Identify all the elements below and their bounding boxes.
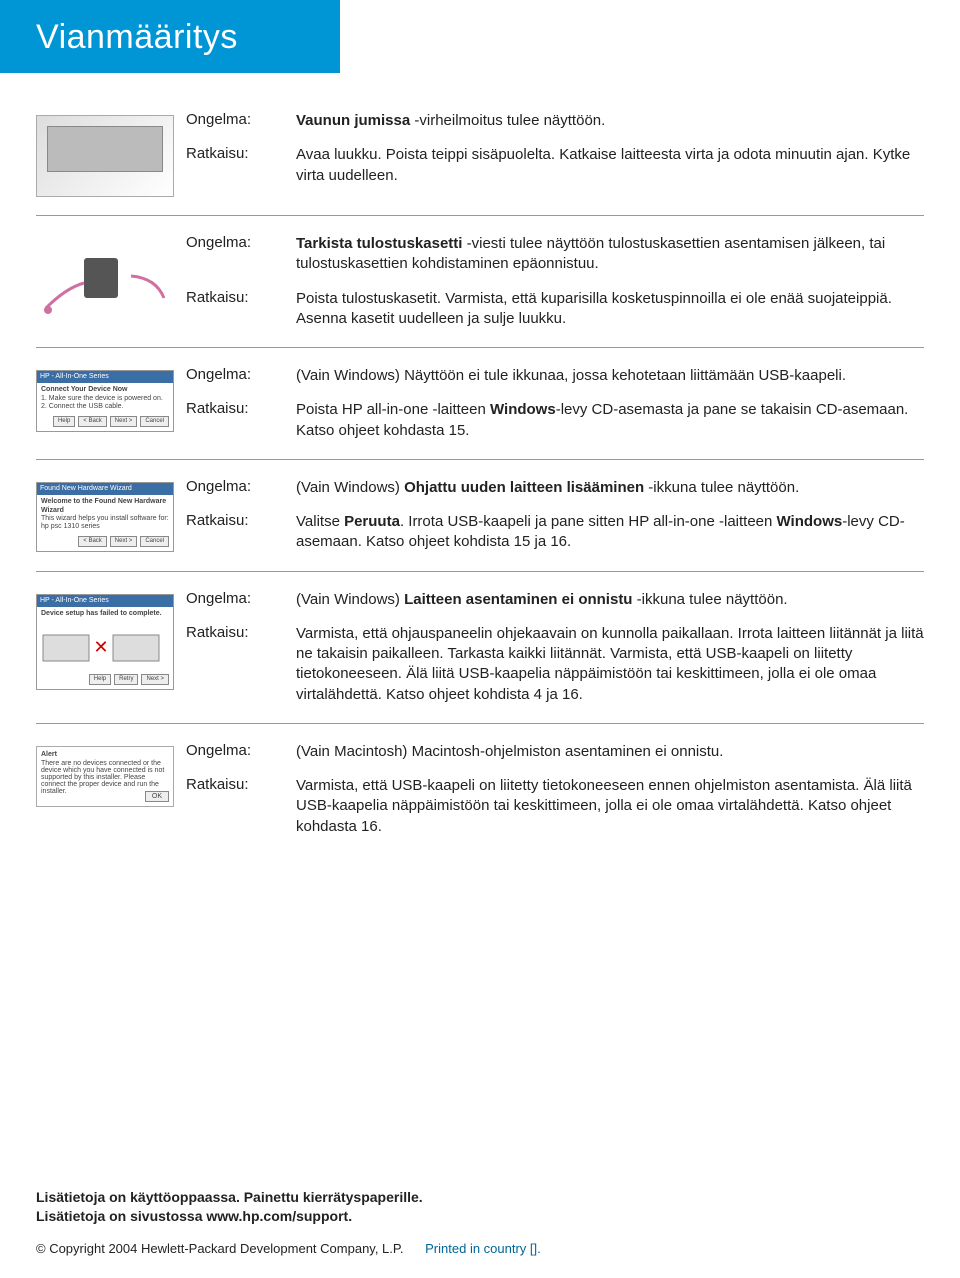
printer-open-illustration	[36, 115, 174, 197]
problem-text: (Vain Windows) Näyttöön ei tule ikkunaa,…	[296, 366, 924, 386]
found-new-hardware-thumb: Found New Hardware Wizard Welcome to the…	[36, 482, 174, 552]
solution-text: Varmista, että USB-kaapeli on liitetty t…	[296, 776, 924, 837]
solution-label: Ratkaisu:	[186, 624, 296, 705]
problem-text: (Vain Macintosh) Macintosh-ohjelmiston a…	[296, 742, 924, 762]
problem-row: Ongelma: (Vain Macintosh) Macintosh-ohje…	[186, 742, 924, 762]
page-title: Vianmääritys	[36, 18, 304, 57]
footer-line2: Lisätietoja on sivustossa www.hp.com/sup…	[36, 1208, 352, 1224]
problem-row: Ongelma: Tarkista tulostuskasetti -viest…	[186, 234, 924, 275]
solution-row: Ratkaisu: Poista tulostuskasetit. Varmis…	[186, 289, 924, 330]
problem-row: Ongelma: Vaunun jumissa -virheilmoitus t…	[186, 111, 924, 131]
problem-label: Ongelma:	[186, 742, 296, 762]
content-area: Ongelma: Vaunun jumissa -virheilmoitus t…	[0, 73, 960, 855]
connect-device-wizard-thumb: HP - All-In-One Series Connect Your Devi…	[36, 370, 174, 432]
thumb-container: HP - All-In-One Series Connect Your Devi…	[36, 366, 186, 441]
solution-row: Ratkaisu: Varmista, että ohjauspaneelin …	[186, 624, 924, 705]
thumb-container	[36, 111, 186, 197]
footer-copyright-line: © Copyright 2004 Hewlett-Packard Develop…	[36, 1241, 924, 1256]
solution-label: Ratkaisu:	[186, 145, 296, 186]
setup-failed-thumb: HP - All-In-One Series Device setup has …	[36, 594, 174, 690]
solution-row: Ratkaisu: Poista HP all-in-one -laitteen…	[186, 400, 924, 441]
solution-row: Ratkaisu: Avaa luukku. Poista teippi sis…	[186, 145, 924, 186]
problem-text: Vaunun jumissa -virheilmoitus tulee näyt…	[296, 111, 924, 131]
copyright-text: © Copyright 2004 Hewlett-Packard Develop…	[36, 1241, 404, 1256]
solution-text: Poista tulostuskasetit. Varmista, että k…	[296, 289, 924, 330]
cartridge-hands-illustration	[36, 238, 174, 328]
thumb-container: Found New Hardware Wizard Welcome to the…	[36, 478, 186, 553]
solution-label: Ratkaisu:	[186, 512, 296, 553]
troubleshoot-section: Ongelma: Tarkista tulostuskasetti -viest…	[36, 215, 924, 347]
troubleshoot-section: Found New Hardware Wizard Welcome to the…	[36, 459, 924, 571]
problem-text: (Vain Windows) Laitteen asentaminen ei o…	[296, 590, 924, 610]
section-rows: Ongelma: (Vain Windows) Ohjattu uuden la…	[186, 478, 924, 553]
problem-label: Ongelma:	[186, 366, 296, 386]
thumb-container: HP - All-In-One Series Device setup has …	[36, 590, 186, 705]
footer-info: Lisätietoja on käyttöoppaassa. Painettu …	[36, 1188, 924, 1227]
solution-text: Poista HP all-in-one -laitteen Windows-l…	[296, 400, 924, 441]
section-rows: Ongelma: (Vain Windows) Näyttöön ei tule…	[186, 366, 924, 441]
section-rows: Ongelma: (Vain Macintosh) Macintosh-ohje…	[186, 742, 924, 837]
problem-label: Ongelma:	[186, 111, 296, 131]
printed-in-text: Printed in country [].	[425, 1241, 541, 1256]
solution-label: Ratkaisu:	[186, 400, 296, 441]
svg-text:✕: ✕	[93, 637, 108, 657]
section-rows: Ongelma: Vaunun jumissa -virheilmoitus t…	[186, 111, 924, 197]
solution-text: Valitse Peruuta. Irrota USB-kaapeli ja p…	[296, 512, 924, 553]
solution-label: Ratkaisu:	[186, 776, 296, 837]
solution-text: Varmista, että ohjauspaneelin ohjekaavai…	[296, 624, 924, 705]
troubleshoot-section: HP - All-In-One Series Connect Your Devi…	[36, 347, 924, 459]
problem-text: Tarkista tulostuskasetti -viesti tulee n…	[296, 234, 924, 275]
solution-row: Ratkaisu: Varmista, että USB-kaapeli on …	[186, 776, 924, 837]
solution-text: Avaa luukku. Poista teippi sisäpuolelta.…	[296, 145, 924, 186]
thumb-container: Alert There are no devices connected or …	[36, 742, 186, 837]
problem-row: Ongelma: (Vain Windows) Laitteen asentam…	[186, 590, 924, 610]
page-header: Vianmääritys	[0, 0, 340, 73]
problem-label: Ongelma:	[186, 590, 296, 610]
section-rows: Ongelma: Tarkista tulostuskasetti -viest…	[186, 234, 924, 329]
section-rows: Ongelma: (Vain Windows) Laitteen asentam…	[186, 590, 924, 705]
footer-line1: Lisätietoja on käyttöoppaassa. Painettu …	[36, 1189, 423, 1205]
troubleshoot-section: Ongelma: Vaunun jumissa -virheilmoitus t…	[36, 93, 924, 215]
problem-row: Ongelma: (Vain Windows) Ohjattu uuden la…	[186, 478, 924, 498]
problem-label: Ongelma:	[186, 234, 296, 275]
problem-label: Ongelma:	[186, 478, 296, 498]
thumb-container	[36, 234, 186, 329]
mac-alert-thumb: Alert There are no devices connected or …	[36, 746, 174, 807]
troubleshoot-section: HP - All-In-One Series Device setup has …	[36, 571, 924, 723]
problem-row: Ongelma: (Vain Windows) Näyttöön ei tule…	[186, 366, 924, 386]
solution-row: Ratkaisu: Valitse Peruuta. Irrota USB-ka…	[186, 512, 924, 553]
problem-text: (Vain Windows) Ohjattu uuden laitteen li…	[296, 478, 924, 498]
page-footer: Lisätietoja on käyttöoppaassa. Painettu …	[36, 1188, 924, 1256]
solution-label: Ratkaisu:	[186, 289, 296, 330]
troubleshoot-section: Alert There are no devices connected or …	[36, 723, 924, 855]
